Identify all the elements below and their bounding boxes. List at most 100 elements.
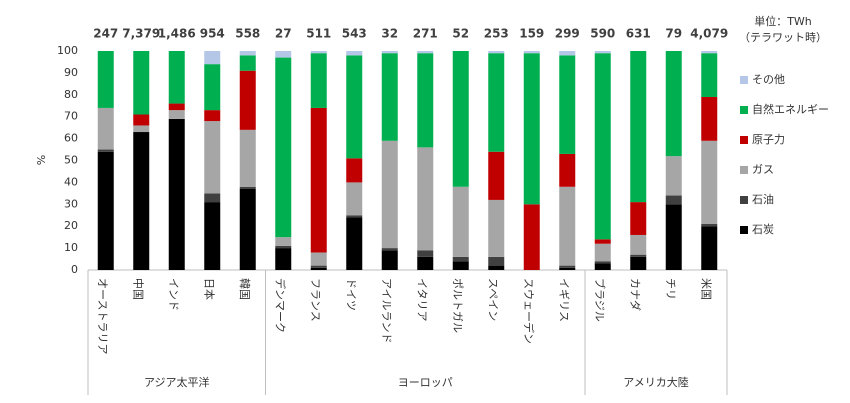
legend-label: ガス — [752, 163, 774, 176]
total-label: 7,379 — [122, 27, 160, 41]
bar-segment — [239, 70, 256, 130]
bar-segment — [168, 118, 185, 270]
group-label: アジア太平洋 — [144, 375, 210, 389]
x-tick-label: インド — [167, 278, 180, 311]
y-tick-label: 0 — [71, 263, 78, 276]
total-label: 543 — [342, 27, 367, 41]
bar-segment — [452, 51, 469, 187]
bar-segment — [488, 51, 505, 54]
bar-segment — [630, 51, 647, 203]
bar-segment — [204, 51, 221, 65]
y-tick-label: 100 — [57, 44, 78, 57]
bar-segment — [381, 250, 398, 270]
x-tick-label: ポルトガル — [451, 278, 464, 333]
bar-segment — [275, 237, 292, 246]
bar-segment — [523, 51, 540, 54]
bar-segment — [168, 103, 185, 111]
total-label: 271 — [413, 27, 438, 41]
bar-segment — [168, 110, 185, 119]
bar-segment — [665, 156, 682, 196]
bar-segment — [275, 51, 292, 58]
bar-segment — [559, 153, 576, 187]
total-label: 253 — [484, 27, 509, 41]
x-tick-label: 中国 — [131, 278, 144, 300]
total-label: 159 — [519, 27, 544, 41]
x-tick-label: イタリア — [415, 278, 428, 322]
bar-segment — [346, 158, 363, 183]
x-tick-label: ブラジル — [593, 278, 607, 322]
bar-segment — [417, 51, 434, 54]
bar-segment — [417, 256, 434, 270]
bar-segment — [559, 55, 576, 154]
bar-segment — [452, 261, 469, 270]
bar-segment — [381, 140, 398, 249]
bar-segment — [594, 53, 611, 240]
bar-segment — [204, 110, 221, 122]
bar-segment — [310, 53, 327, 108]
bar-segment — [665, 195, 682, 205]
total-label: 4,079 — [690, 27, 728, 41]
total-label: 558 — [235, 27, 260, 41]
bar-segment — [594, 51, 611, 54]
bar-segment — [452, 256, 469, 262]
bar-segment — [559, 265, 576, 268]
bar-segment — [488, 265, 505, 270]
x-tick-label: フランス — [309, 278, 322, 322]
bar-segment — [523, 204, 540, 270]
legend-swatch — [740, 76, 748, 84]
y-tick-label: 10 — [64, 241, 78, 254]
bar-segment — [630, 254, 647, 257]
bar-segment — [133, 51, 150, 115]
bar-segment — [488, 151, 505, 200]
y-tick-label: 90 — [64, 66, 78, 79]
bar-segment — [310, 107, 327, 253]
bar-segment — [488, 199, 505, 257]
bar-segment — [701, 140, 718, 225]
legend-label: 石炭 — [752, 223, 774, 236]
total-label: 590 — [590, 27, 615, 41]
bar-segment — [594, 261, 611, 264]
bar-segment — [133, 125, 150, 133]
bar-segment — [239, 51, 256, 56]
bar-segment — [630, 202, 647, 235]
total-label: 1,486 — [158, 27, 196, 41]
bar-segment — [381, 248, 398, 251]
bar-segment — [239, 188, 256, 270]
bar-segment — [310, 51, 327, 54]
bar-segment — [701, 51, 718, 54]
x-tick-label: 日本 — [202, 278, 216, 300]
x-tick-label: デンマーク — [273, 278, 287, 333]
bar-segment — [559, 267, 576, 270]
y-tick-label: 20 — [64, 219, 78, 232]
bar-segment — [665, 204, 682, 270]
x-tick-label: ドイツ — [344, 278, 357, 311]
x-tick-label: スウェーデン — [522, 278, 536, 344]
bar-segment — [594, 239, 611, 244]
y-tick-label: 50 — [64, 154, 78, 167]
total-label: 631 — [626, 27, 651, 41]
bar-segment — [133, 132, 150, 270]
bar-segment — [381, 53, 398, 141]
bar-segment — [417, 53, 434, 148]
bar-segment — [701, 53, 718, 97]
bar-segment — [665, 51, 682, 157]
legend-swatch — [740, 106, 748, 114]
bar-segment — [701, 224, 718, 227]
bar-segment — [701, 226, 718, 270]
y-tick-label: 40 — [64, 175, 78, 188]
total-label: 32 — [381, 27, 398, 41]
bar-segment — [346, 215, 363, 218]
legend-swatch — [740, 226, 748, 234]
x-tick-label: オーストラリア — [96, 278, 109, 354]
group-label: アメリカ大陸 — [623, 375, 688, 389]
y-tick-label: 60 — [64, 132, 78, 145]
bar-segment — [97, 107, 114, 150]
legend-label: 原子力 — [752, 133, 785, 146]
y-tick-label: 80 — [64, 88, 78, 101]
bar-segment — [559, 186, 576, 266]
total-label: 954 — [200, 27, 225, 41]
bar-segment — [417, 147, 434, 251]
bar-segment — [594, 263, 611, 270]
y-axis-label: % — [35, 155, 48, 165]
